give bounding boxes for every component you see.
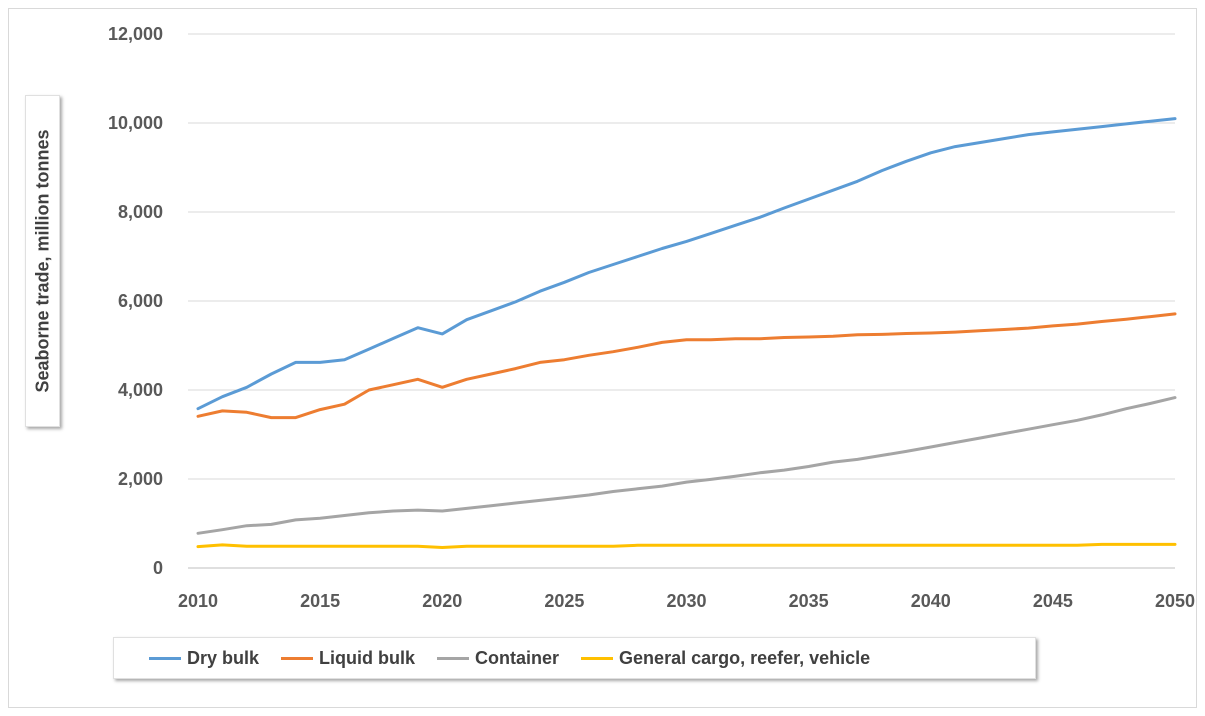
series-lines (196, 117, 1177, 549)
legend-label: Dry bulk (187, 647, 260, 668)
legend-item: General cargo, reefer, vehicle (581, 648, 870, 669)
legend-swatch (149, 656, 181, 660)
legend-label: Container (475, 647, 560, 668)
x-tick-label: 2025 (544, 591, 584, 611)
x-tick-label: 2050 (1155, 591, 1195, 611)
y-tick-label: 6,000 (118, 291, 163, 311)
legend-label: Liquid bulk (319, 647, 416, 668)
x-tick-label: 2030 (666, 591, 706, 611)
y-tick-label: 12,000 (108, 24, 163, 44)
y-tick-label: 10,000 (108, 113, 163, 133)
y-tick-label: 4,000 (118, 380, 163, 400)
y-tick-label: 8,000 (118, 202, 163, 222)
y-axis-title: Seaborne trade, million tonnes (32, 129, 52, 393)
legend-swatch (581, 656, 614, 660)
y-tick-label: 0 (153, 558, 163, 578)
legend-label: General cargo, reefer, vehicle (619, 647, 871, 668)
chart-frame (8, 8, 1197, 708)
series-line-container (196, 396, 1177, 535)
x-tick-label: 2035 (789, 591, 829, 611)
y-tick-labels: 0 2,000 4,000 6,000 8,000 10,000 12,000 (108, 24, 163, 578)
gridlines (188, 33, 1175, 480)
y-tick-label: 2,000 (118, 469, 163, 489)
x-tick-label: 2010 (178, 591, 218, 611)
series-line-general-cargo-reefer-vehicle (196, 542, 1177, 549)
legend-item: Dry bulk (149, 648, 259, 669)
x-tick-labels: 2010 2015 2020 2025 2030 2035 2040 2045 2050 (178, 591, 1195, 611)
legend-swatch (281, 656, 314, 660)
series-line-dry-bulk (196, 117, 1177, 411)
x-tick-label: 2015 (300, 591, 340, 611)
legend: Dry bulk Liquid bulk Container General carg… (113, 637, 1036, 679)
x-tick-label: 2020 (422, 591, 462, 611)
legend-item: Container (437, 648, 559, 669)
legend-swatch (437, 656, 470, 660)
x-tick-label: 2040 (911, 591, 951, 611)
x-tick-label: 2045 (1033, 591, 1073, 611)
series-line-liquid-bulk (196, 312, 1177, 420)
y-axis-title-box: Seaborne trade, million tonnes (25, 95, 60, 427)
legend-item: Liquid bulk (281, 648, 415, 669)
